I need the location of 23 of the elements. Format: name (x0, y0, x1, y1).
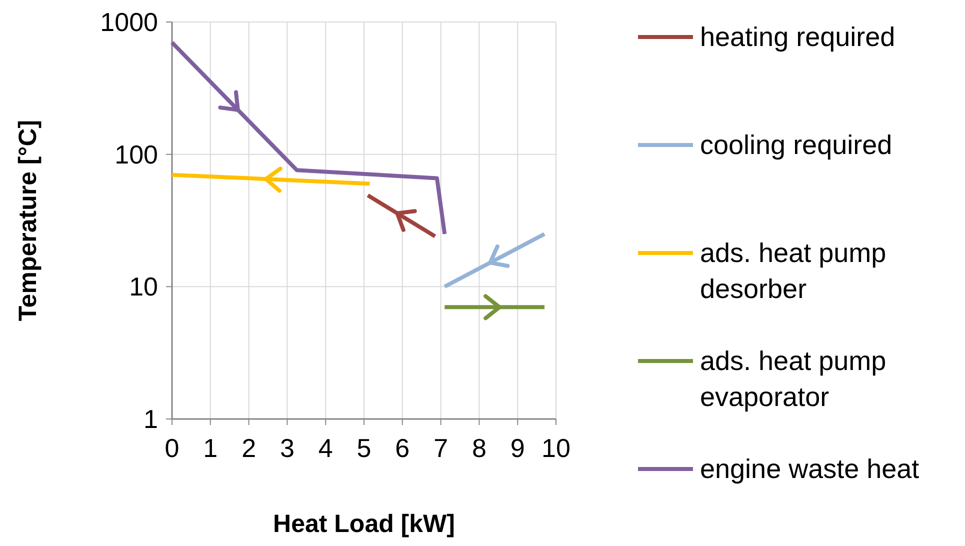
x-tick-label: 4 (318, 433, 333, 463)
y-tick-label: 1000 (100, 7, 158, 37)
x-tick-label: 6 (395, 433, 410, 463)
x-tick-label: 5 (356, 433, 372, 463)
y-tick-label: 100 (114, 139, 158, 170)
legend-label: ads. heat pump evaporator (700, 346, 886, 412)
legend-label: cooling required (700, 130, 892, 160)
line-series (170, 40, 447, 236)
x-tick-label: 2 (242, 433, 256, 463)
y-tick-label: 1 (144, 404, 158, 434)
x-tick-label: 7 (434, 433, 448, 463)
x-tick-label: 9 (510, 433, 525, 463)
x-axis-title: Heat Load [kW] (273, 510, 455, 538)
x-tick-label: 1 (203, 433, 218, 463)
legend-label: engine waste heat (700, 454, 920, 484)
y-axis-title: Temperature [°C] (14, 120, 42, 322)
legend-label: heating required (700, 22, 896, 52)
x-tick-label: 3 (280, 433, 294, 463)
y-tick-label: 10 (129, 272, 158, 302)
x-tick-label: 0 (164, 433, 180, 463)
legend-label: ads. heat pump desorber (700, 238, 886, 304)
x-tick-label: 10 (542, 433, 570, 463)
x-tick-label: 8 (472, 433, 486, 463)
